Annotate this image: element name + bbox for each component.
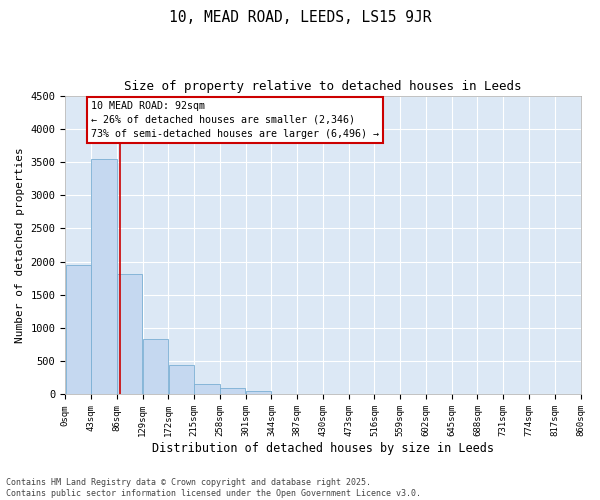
Text: 10, MEAD ROAD, LEEDS, LS15 9JR: 10, MEAD ROAD, LEEDS, LS15 9JR xyxy=(169,10,431,25)
Text: Contains HM Land Registry data © Crown copyright and database right 2025.
Contai: Contains HM Land Registry data © Crown c… xyxy=(6,478,421,498)
Bar xyxy=(65,265,91,394)
Bar xyxy=(117,274,142,394)
Bar xyxy=(143,338,168,394)
Bar xyxy=(220,388,245,394)
Text: 10 MEAD ROAD: 92sqm
← 26% of detached houses are smaller (2,346)
73% of semi-det: 10 MEAD ROAD: 92sqm ← 26% of detached ho… xyxy=(91,101,379,139)
Y-axis label: Number of detached properties: Number of detached properties xyxy=(15,147,25,343)
Bar xyxy=(169,364,194,394)
Bar xyxy=(91,158,116,394)
X-axis label: Distribution of detached houses by size in Leeds: Distribution of detached houses by size … xyxy=(152,442,494,455)
Bar xyxy=(194,384,220,394)
Title: Size of property relative to detached houses in Leeds: Size of property relative to detached ho… xyxy=(124,80,521,93)
Bar xyxy=(246,391,271,394)
